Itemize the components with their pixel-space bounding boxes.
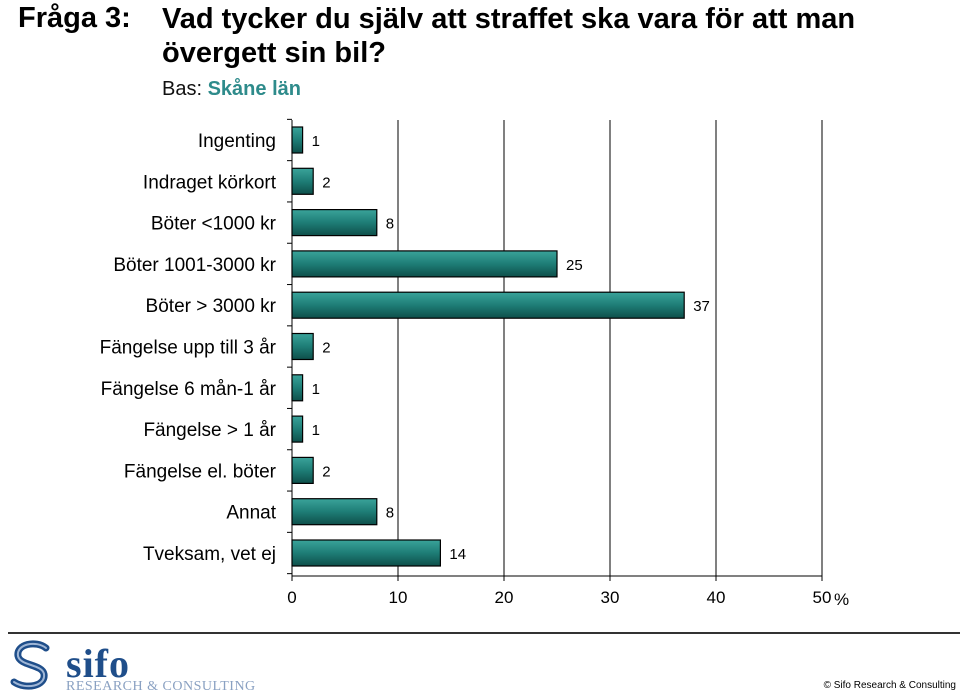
bar — [291, 167, 314, 195]
bar — [291, 539, 441, 567]
bar — [291, 250, 558, 278]
base-line: Bas: Skåne län — [162, 78, 301, 101]
data-label: 8 — [386, 505, 394, 522]
bar — [291, 126, 304, 154]
bar — [291, 332, 314, 361]
bar — [291, 291, 685, 319]
category-label: Böter > 3000 kr — [146, 296, 277, 317]
category-label: Ingenting — [198, 131, 276, 152]
category-label: Fängelse el. böter — [124, 461, 277, 482]
x-tick-label: 20 — [495, 588, 514, 607]
data-label: 1 — [312, 422, 320, 439]
logo-word: sifo — [66, 641, 130, 686]
data-label: 8 — [386, 216, 394, 233]
question-text: Vad tycker du själv att straffet ska var… — [162, 3, 856, 69]
bar — [291, 498, 378, 526]
category-label: Indraget körkort — [143, 172, 277, 193]
base-value: Skåne län — [207, 78, 301, 100]
data-label: 2 — [322, 340, 330, 357]
data-label: 25 — [566, 257, 583, 274]
data-label: 37 — [693, 298, 710, 315]
bar — [291, 415, 304, 443]
labels: 0 10 20 30 40 50 % Ingenting 1 Indraget körkort 2 B… — [100, 131, 850, 609]
category-label: Fängelse 6 mån-1 år — [101, 379, 277, 400]
footer-divider — [8, 632, 960, 634]
x-tick-label: 50 — [813, 588, 832, 607]
data-label: 2 — [322, 174, 330, 191]
sifo-logo-icon — [10, 640, 50, 690]
logo-subtitle: RESEARCH & CONSULTING — [66, 679, 256, 694]
x-tick-label: 40 — [707, 588, 726, 607]
x-tick-label: 10 — [389, 588, 408, 607]
data-label: 1 — [312, 381, 320, 398]
bar — [291, 374, 304, 402]
bar — [291, 209, 378, 237]
bar — [291, 456, 314, 484]
x-tick-label: 0 — [287, 588, 296, 607]
category-label: Annat — [226, 503, 276, 524]
category-label: Tveksam, vet ej — [143, 544, 276, 565]
data-label: 2 — [322, 463, 330, 480]
category-label: Böter <1000 kr — [151, 214, 277, 235]
data-label: 14 — [449, 546, 466, 563]
bars — [291, 126, 685, 567]
category-label: Fängelse > 1 år — [143, 420, 276, 441]
question-label: Fråga 3: — [18, 2, 131, 34]
category-label: Böter 1001-3000 kr — [113, 255, 276, 276]
grid-lines — [397, 120, 823, 576]
x-tick-label: 30 — [601, 588, 620, 607]
data-label: 1 — [312, 133, 320, 150]
x-unit-label: % — [834, 590, 849, 609]
base-label: Bas: — [162, 78, 203, 100]
bar-chart: 0 10 20 30 40 50 % Ingenting 1 Indraget körkort 2 B… — [100, 118, 850, 609]
category-label: Fängelse upp till 3 år — [100, 338, 277, 359]
copyright: © Sifo Research & Consulting — [823, 680, 956, 691]
sifo-logo: sifo RESEARCH & CONSULTING — [8, 640, 255, 696]
